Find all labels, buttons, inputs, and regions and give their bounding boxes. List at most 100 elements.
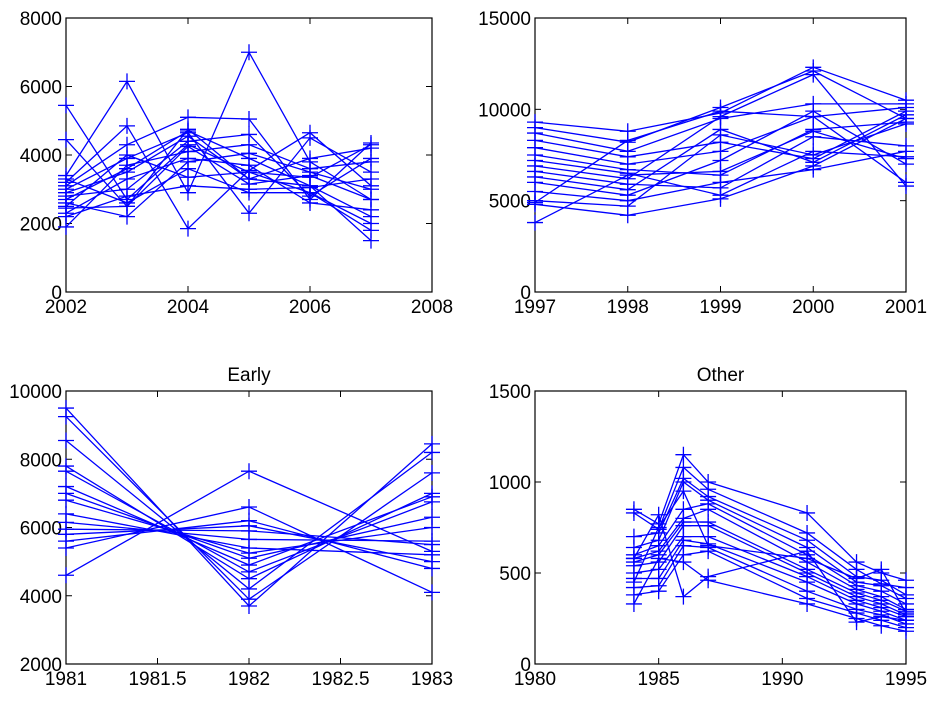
data-point-marker	[675, 588, 692, 605]
data-point-marker	[119, 147, 135, 163]
data-point-marker	[898, 174, 914, 191]
y-tick-label: 8000	[20, 450, 62, 471]
data-point-marker	[805, 108, 822, 125]
data-point-marker	[675, 483, 692, 500]
data-point-marker	[363, 232, 379, 249]
data-point-marker	[180, 169, 196, 186]
y-tick-label: 4000	[20, 146, 62, 167]
data-point-marker	[363, 136, 379, 153]
data-point-marker	[424, 488, 440, 505]
series-line	[65, 124, 372, 230]
data-point-marker	[619, 167, 636, 184]
data-point-marker	[180, 143, 196, 160]
data-point-marker	[799, 504, 816, 521]
series-line	[65, 152, 372, 218]
data-point-marker	[58, 218, 74, 235]
data-point-marker	[58, 408, 74, 425]
data-point-marker	[58, 198, 74, 215]
data-point-marker	[363, 170, 379, 187]
data-point-marker	[302, 129, 318, 146]
series-line	[633, 521, 907, 612]
data-point-marker	[363, 153, 379, 170]
data-point-marker	[625, 550, 642, 567]
data-point-marker	[58, 97, 74, 114]
data-point-marker	[241, 463, 257, 480]
data-point-marker	[241, 44, 257, 61]
series-line	[633, 513, 907, 623]
subplot-3: 1981 1981.5 1982 1982.5 1983 2000 4000 6000 8000…	[9, 365, 453, 690]
series-line	[633, 550, 907, 629]
subplot-title: Early	[227, 365, 271, 386]
data-point-marker	[363, 215, 379, 232]
x-tick-label: 2000	[792, 297, 834, 318]
series-line	[65, 144, 372, 228]
data-point-marker	[625, 574, 642, 591]
data-point-marker	[241, 111, 257, 128]
data-point-marker	[619, 132, 636, 149]
data-point-marker	[241, 205, 257, 222]
data-point-marker	[873, 608, 890, 625]
y-tick-label: 1000	[489, 473, 531, 494]
data-point-marker	[675, 554, 692, 571]
y-tick-label: 6000	[20, 519, 62, 540]
data-point-marker	[302, 184, 318, 201]
y-tick-label: 0	[51, 283, 62, 304]
data-point-marker	[712, 126, 729, 143]
data-point-marker	[424, 543, 440, 560]
x-tick-label: 1982	[228, 669, 270, 690]
data-point-marker	[363, 201, 379, 218]
x-tick-label: 1999	[699, 297, 741, 318]
data-point-marker	[119, 194, 135, 211]
data-point-marker	[241, 164, 257, 181]
subplot-2: 1997 1998 1999 2000 2001 0 5000 10000 15000	[478, 9, 927, 318]
data-point-marker	[302, 169, 318, 186]
data-point-marker	[424, 560, 440, 577]
x-tick-label: 2002	[45, 297, 87, 318]
data-point-marker	[650, 519, 667, 536]
y-tick-label: 1500	[489, 382, 531, 403]
x-tick-label: 2006	[289, 297, 331, 318]
data-point-marker	[58, 131, 74, 148]
series-line	[65, 133, 372, 197]
data-point-marker	[424, 519, 440, 536]
x-tick-label: 1980	[514, 669, 556, 690]
x-tick-label: 1985	[638, 669, 680, 690]
axes-box	[534, 390, 907, 665]
data-point-marker	[898, 150, 914, 167]
data-point-marker	[424, 464, 440, 481]
data-point-marker	[848, 570, 865, 587]
data-point-marker	[58, 463, 74, 480]
data-point-marker	[805, 123, 822, 140]
data-point-marker	[650, 550, 667, 567]
subplot-title: Other	[697, 365, 745, 386]
y-tick-label: 5000	[489, 192, 531, 213]
series-line	[633, 545, 907, 625]
data-point-marker	[58, 432, 74, 449]
series-line	[65, 130, 372, 242]
x-tick-label: 1981	[45, 669, 87, 690]
data-point-marker	[625, 595, 642, 612]
data-point-marker	[898, 110, 914, 127]
subplot-4: 1980 1985 1990 1995 0 500 1000 1500 Other	[489, 365, 927, 690]
y-tick-label: 4000	[20, 587, 62, 608]
data-point-marker	[898, 605, 914, 622]
series-line	[65, 145, 372, 209]
data-point-marker	[119, 117, 135, 134]
y-tick-label: 0	[520, 283, 531, 304]
series-line	[65, 104, 372, 231]
y-tick-label: 0	[520, 655, 531, 676]
y-tick-label: 10000	[9, 382, 62, 403]
series-line	[633, 539, 907, 621]
data-point-marker	[58, 492, 74, 509]
data-point-marker	[650, 583, 667, 600]
data-point-marker	[180, 123, 196, 140]
y-tick-label: 2000	[20, 655, 62, 676]
data-point-marker	[799, 595, 816, 612]
x-tick-label: 1998	[607, 297, 649, 318]
data-point-marker	[180, 109, 196, 126]
data-point-marker	[619, 207, 636, 224]
series-line	[633, 477, 907, 596]
series-line	[65, 144, 372, 207]
